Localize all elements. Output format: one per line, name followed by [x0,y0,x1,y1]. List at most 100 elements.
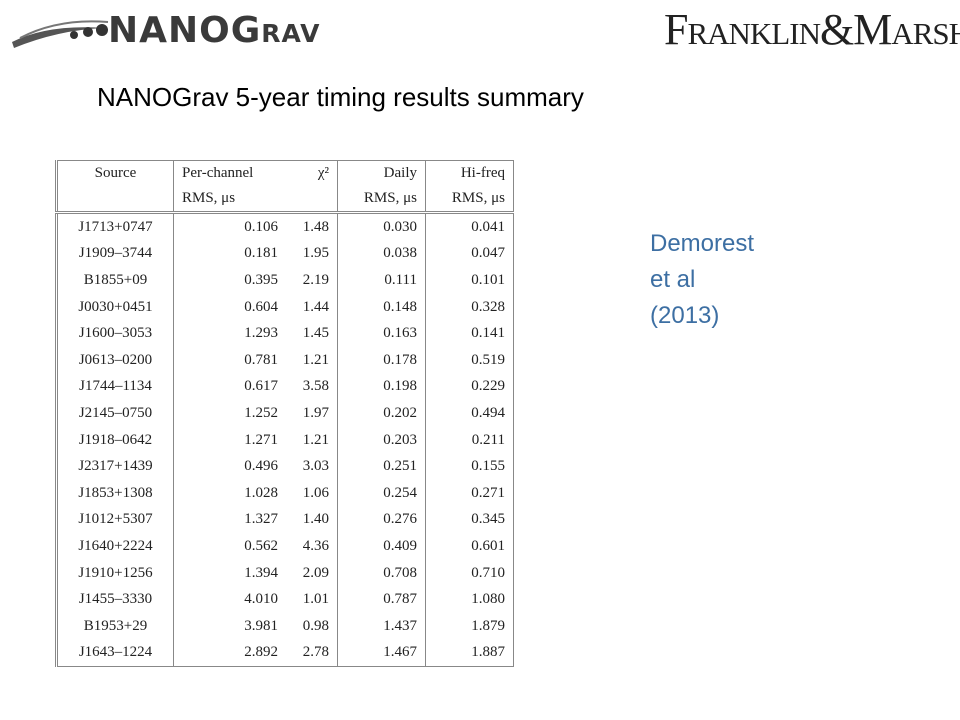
table-cell: 4.36 [286,533,338,560]
table-row: J0613–0200 0.781 1.21 0.178 0.519 [56,346,514,374]
table-row: J1640+2224 0.562 4.36 0.409 0.601 [56,533,514,560]
table-cell: J1853+1308 [56,479,174,507]
table-cell: J1600–3053 [56,320,174,347]
header-cell: Per-channel [182,165,254,181]
table-row: J1600–3053 1.293 1.45 0.163 0.141 [56,320,514,347]
table-cell: 1.06 [286,479,338,507]
table-cell: 1.080 [471,591,505,608]
table-cell: 1.40 [286,506,338,534]
citation-line: Demorest [650,230,755,257]
table-cell: 0.148 [337,293,426,321]
table-cell: 0.106 [244,218,278,235]
table-cell: 1.21 [286,346,338,374]
table-cell: 1.21 [286,426,338,454]
table-cell: 0.98 [286,612,338,640]
table-cell: 0.617 [244,378,278,395]
table-row: J2145–0750 1.252 1.97 0.202 0.494 [56,400,514,427]
table-cell: 0.562 [244,537,278,554]
table-cell: 4.010 [244,591,278,608]
header-cell: χ² [286,160,338,186]
table-cell: 0.030 [337,212,426,241]
table-cell: J0613–0200 [56,346,174,374]
table-cell: 0.038 [337,240,426,268]
table-cell: J1455–3330 [56,586,174,613]
table-cell: 0.345 [471,511,505,528]
table-cell: J1640+2224 [56,533,174,560]
table-row: J1012+5307 1.327 1.40 0.276 0.345 [56,506,514,534]
table-cell: 0.202 [337,400,426,427]
citation-line: et al [650,266,696,293]
table-row: J1713+0747 0.106 1.48 0.030 0.041 [56,212,514,241]
table-cell: 0.211 [471,431,505,448]
table-cell: 0.198 [337,373,426,401]
table-cell: J1909–3744 [56,240,174,268]
nanograv-logo [12,20,109,48]
header-cell: Daily [337,160,426,186]
table-cell: 0.601 [471,537,505,554]
table-header: Source Per-channel χ² Daily Hi-freq RMS, μs RM… [56,160,514,214]
table-cell: 1.327 [244,511,278,528]
results-table: Source Per-channel χ² Daily Hi-freq RMS, μs RM… [55,160,514,668]
table-cell: 0.178 [337,346,426,374]
table-cell: 0.519 [471,351,505,368]
table-cell: 0.708 [337,559,426,587]
header-cell: RMS, μs [173,186,286,214]
table-cell: 1.97 [286,400,338,427]
table-cell: 0.781 [244,351,278,368]
table-row: J1918–0642 1.271 1.21 0.203 0.211 [56,426,514,454]
slide-title: NANOGrav 5-year timing results summary [97,82,584,112]
table-cell: 0.163 [337,320,426,347]
table-cell: 0.047 [471,245,505,262]
table-row: J2317+1439 0.496 3.03 0.251 0.155 [56,453,514,480]
table-cell: 0.251 [337,453,426,480]
table-cell: 1.45 [286,320,338,347]
citation-line: (2013) [650,302,720,329]
table-cell: 0.409 [337,533,426,560]
table-cell: 0.155 [471,458,505,475]
table-cell: 2.09 [286,559,338,587]
table-cell: 1.437 [337,612,426,640]
table-cell: 2.892 [244,644,278,661]
table-cell: 0.271 [471,484,505,501]
table-row: B1855+09 0.395 2.19 0.111 0.101 [56,267,514,294]
table-cell: J1918–0642 [56,426,174,454]
table-cell: 1.879 [471,617,505,634]
table-cell: 0.181 [244,245,278,262]
table-cell: 2.19 [286,267,338,294]
table-cell: 3.03 [286,453,338,480]
table-cell: 0.787 [337,586,426,613]
table-cell: 3.58 [286,373,338,401]
header-cell [56,186,174,214]
table-cell: 0.141 [471,325,505,342]
table-cell: J1643–1224 [56,639,174,667]
table-cell: 0.328 [471,298,505,315]
table-row: J0030+0451 0.604 1.44 0.148 0.328 [56,293,514,321]
table-cell: 2.78 [286,639,338,667]
table-cell: 1.44 [286,293,338,321]
table-cell: 0.229 [471,378,505,395]
table-cell: 1.95 [286,240,338,268]
fandm-logo-text: Franklin&Marshall [664,5,960,54]
header-row: RMS, μs RMS, μs RMS, μs [56,186,514,214]
table-cell: 0.710 [471,564,505,581]
table-row: J1853+1308 1.028 1.06 0.254 0.271 [56,479,514,507]
table-cell: J2145–0750 [56,400,174,427]
table-cell: J1910+1256 [56,559,174,587]
table-row: J1910+1256 1.394 2.09 0.708 0.710 [56,559,514,587]
header-row: Source Per-channel χ² Daily Hi-freq [56,160,514,186]
table-row: J1643–1224 2.892 2.78 1.467 1.887 [56,639,514,667]
table-cell: 0.494 [471,404,505,421]
table-cell: 0.604 [244,298,278,315]
table-cell: 0.041 [471,218,505,235]
table-row: J1455–3330 4.010 1.01 0.787 1.080 [56,586,514,613]
citation: Demorest et al (2013) [650,226,754,334]
table-cell: 1.48 [286,212,338,241]
table-cell: 0.203 [337,426,426,454]
table-body: J1713+0747 0.106 1.48 0.030 0.041 J1909–3744 0… [56,212,514,667]
table-cell: 0.276 [337,506,426,534]
header-cell: Hi-freq [460,165,505,181]
table-cell: 0.254 [337,479,426,507]
table-cell: J1713+0747 [56,212,174,241]
table-cell: 1.01 [286,586,338,613]
header-cell [286,186,338,214]
